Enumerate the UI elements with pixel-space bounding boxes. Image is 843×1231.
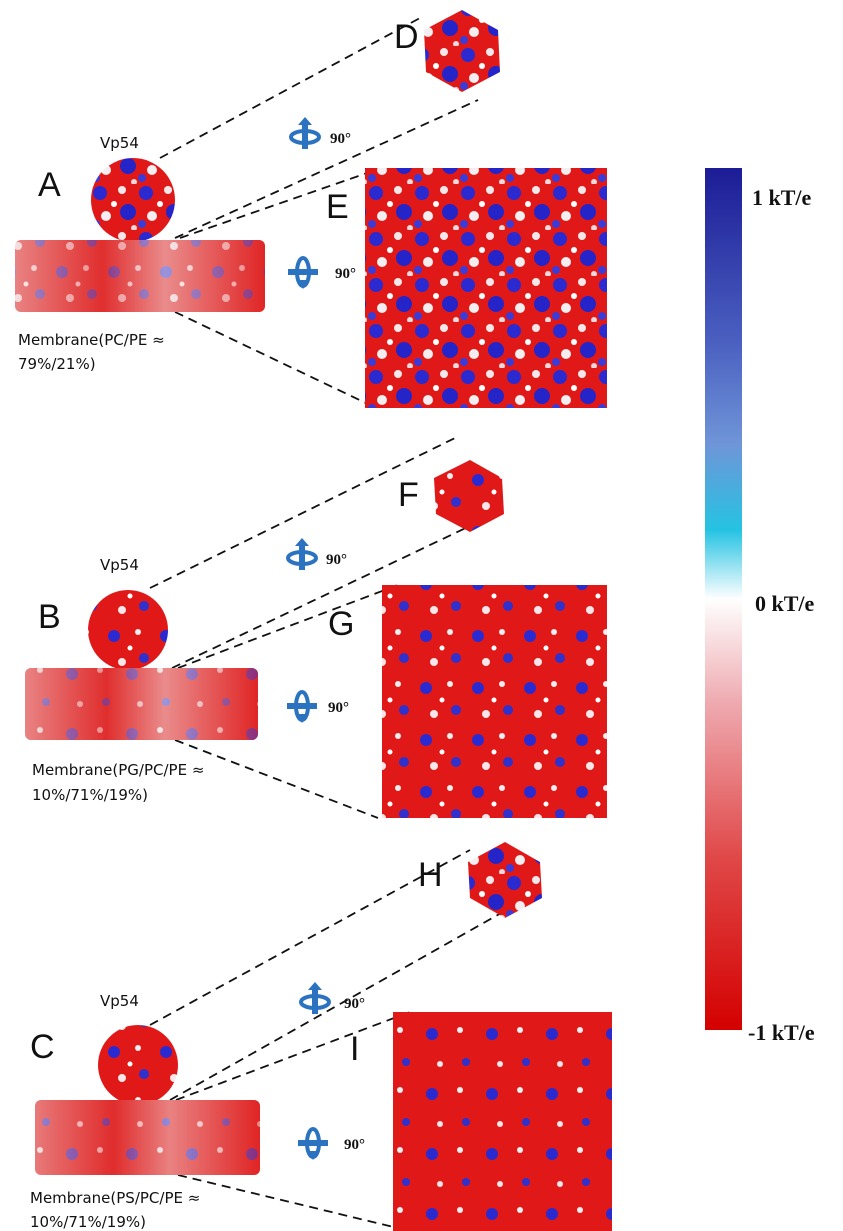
top-view-surface: [468, 842, 542, 918]
membrane-label: 10%/71%/19%): [30, 1213, 146, 1231]
protein-surface: [98, 1025, 178, 1105]
colorbar-label: -1 kT/e: [748, 1020, 815, 1045]
panel-letter: C: [30, 1028, 55, 1066]
figure: A Vp54 Membrane(PC/PE ≈ 79%/21%) D E 90°…: [0, 0, 843, 1231]
rotation-label: 90°: [344, 996, 365, 1012]
top-view-surface: [424, 10, 500, 92]
panel-letter: G: [328, 605, 354, 643]
membrane-label: Membrane(PG/PC/PE ≈: [32, 761, 204, 779]
guide-line: [178, 585, 398, 668]
rotation-label: 90°: [330, 131, 351, 147]
rotation-label: 90°: [335, 266, 356, 282]
protein-surface: [88, 590, 168, 670]
colorbar-label: 0 kT/e: [755, 591, 815, 616]
guide-line: [175, 312, 370, 405]
protein-label: Vp54: [100, 134, 139, 152]
protein-surface: [91, 158, 175, 242]
membrane-top-surface: [382, 585, 607, 818]
membrane-texture: [15, 240, 265, 312]
membrane-top-surface: [393, 1012, 612, 1231]
panel-letter: A: [38, 166, 61, 204]
page: {"panels": [ {"letter": "A", "protein": …: [0, 0, 843, 1231]
rotation-label: 90°: [326, 552, 347, 568]
panel-letter: D: [394, 18, 419, 56]
guide-line: [178, 1175, 410, 1231]
colorbar: 1 kT/e 0 kT/e -1 kT/e: [705, 168, 815, 1045]
rotation-label: 90°: [344, 1137, 365, 1153]
panel-letter: F: [398, 476, 419, 514]
panel-a: A Vp54 Membrane(PC/PE ≈ 79%/21%) D E 90°…: [15, 10, 607, 408]
membrane-top-surface: [365, 168, 607, 408]
panel-letter: H: [418, 856, 443, 894]
membrane-texture: [25, 668, 258, 740]
protein-label: Vp54: [100, 992, 139, 1010]
panel-letter: E: [326, 188, 349, 226]
guide-line: [176, 1012, 410, 1100]
membrane-label: 79%/21%): [18, 355, 96, 373]
guide-line: [175, 740, 378, 818]
panel-b: B Vp54 Membrane(PG/PC/PE ≈ 10%/71%/19%) …: [25, 438, 607, 818]
colorbar-gradient: [705, 168, 742, 1030]
panel-c: C Vp54 Membrane(PS/PC/PE ≈ 10%/71%/19%) …: [30, 842, 612, 1231]
top-view-surface: [434, 460, 504, 532]
membrane-texture: [35, 1100, 260, 1175]
colorbar-label: 1 kT/e: [752, 185, 812, 210]
membrane-label: 10%/71%/19%): [32, 786, 148, 804]
rotation-label: 90°: [328, 700, 349, 716]
membrane-label: Membrane(PS/PC/PE ≈: [30, 1189, 200, 1207]
panel-letter: I: [350, 1030, 359, 1068]
protein-label: Vp54: [100, 556, 139, 574]
panel-letter: B: [38, 598, 61, 636]
membrane-label: Membrane(PC/PE ≈: [18, 331, 165, 349]
